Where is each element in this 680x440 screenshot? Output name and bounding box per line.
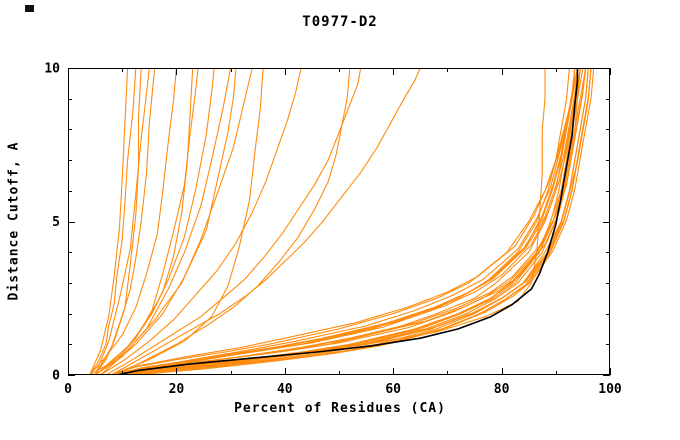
x-tick-label: 20	[169, 382, 185, 397]
model-curve	[121, 68, 579, 375]
model-curve	[89, 68, 215, 375]
model-curve	[116, 68, 576, 375]
x-tick-label: 60	[385, 382, 401, 397]
model-curve	[94, 68, 150, 375]
model-curve	[110, 68, 579, 375]
model-curve	[89, 68, 129, 375]
y-tick-label: 10	[44, 62, 60, 77]
model-curve	[94, 68, 194, 375]
x-tick-label: 0	[64, 382, 72, 397]
model-curve	[110, 68, 264, 375]
model-curve	[89, 68, 137, 375]
x-axis-label: Percent of Residues (CA)	[234, 401, 446, 416]
corner-artifact-mark	[25, 5, 34, 12]
x-tick-label: 40	[277, 382, 293, 397]
model-curve	[116, 68, 351, 375]
y-tick-label: 5	[52, 215, 60, 230]
axis-ticks	[68, 68, 611, 376]
y-tick-label: 0	[52, 369, 60, 384]
model-curve	[105, 68, 362, 375]
model-curve	[89, 68, 177, 375]
x-tick-label: 80	[494, 382, 510, 397]
model-curve	[99, 68, 253, 375]
model-curve	[127, 68, 589, 375]
model-curve	[121, 68, 546, 375]
model-curve	[127, 68, 589, 375]
reference-curve	[116, 68, 579, 375]
model-curve	[127, 68, 587, 375]
model-curve	[121, 68, 587, 375]
model-curve	[110, 68, 421, 375]
model-curve	[116, 68, 581, 375]
model-curve	[94, 68, 142, 375]
model-curve	[137, 68, 595, 375]
model-curve	[99, 68, 237, 375]
model-curve	[110, 68, 579, 375]
chart-title: T0977-D2	[302, 14, 378, 30]
x-tick-label: 100	[598, 382, 622, 397]
model-curve	[99, 68, 302, 375]
